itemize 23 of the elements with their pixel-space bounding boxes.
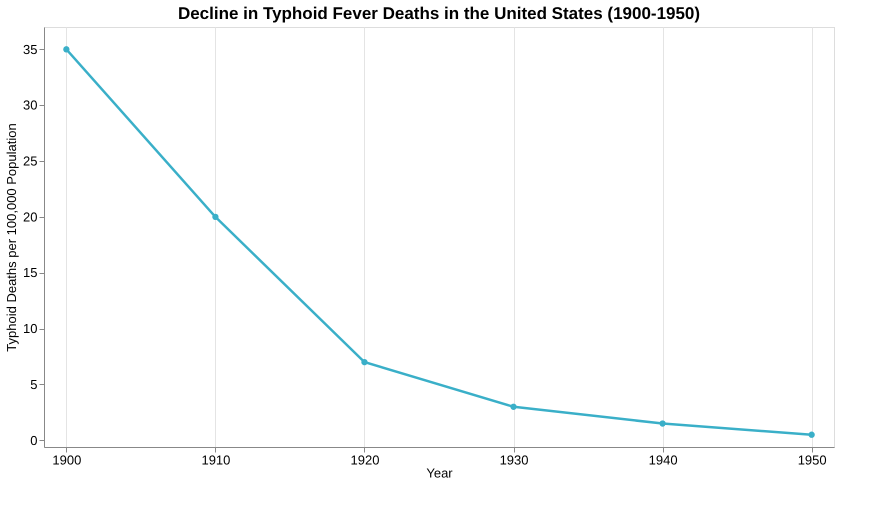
point [808,432,815,438]
point [510,404,517,410]
x-tick-label: 1950 [798,452,827,468]
x-tick-label: 1910 [201,452,230,468]
x-tick-label: 1920 [350,452,380,468]
chart-title: Decline in Typhoid Fever Deaths in the United States (1900-1950) [178,4,700,23]
y-tick-label: 30 [23,98,38,113]
y-tick-label: 35 [23,42,38,57]
point [63,46,70,52]
y-tick-label: 15 [23,265,38,280]
x-axis-title: Year [426,466,454,480]
y-tick-label: 25 [23,154,38,169]
point [212,214,219,220]
y-tick-label: 5 [30,376,38,392]
y-axis-title: Typhoid Deaths per 100,000 Population [4,123,20,352]
point [659,420,666,427]
point [361,358,368,366]
x-tick-label: 1930 [500,452,528,468]
x-tick-label: 1940 [648,452,678,468]
y-tick-label: 0 [30,432,38,448]
x-tick-label: 1900 [52,452,82,468]
y-tick-label: 10 [23,321,38,336]
y-tick-label: 20 [23,209,38,224]
